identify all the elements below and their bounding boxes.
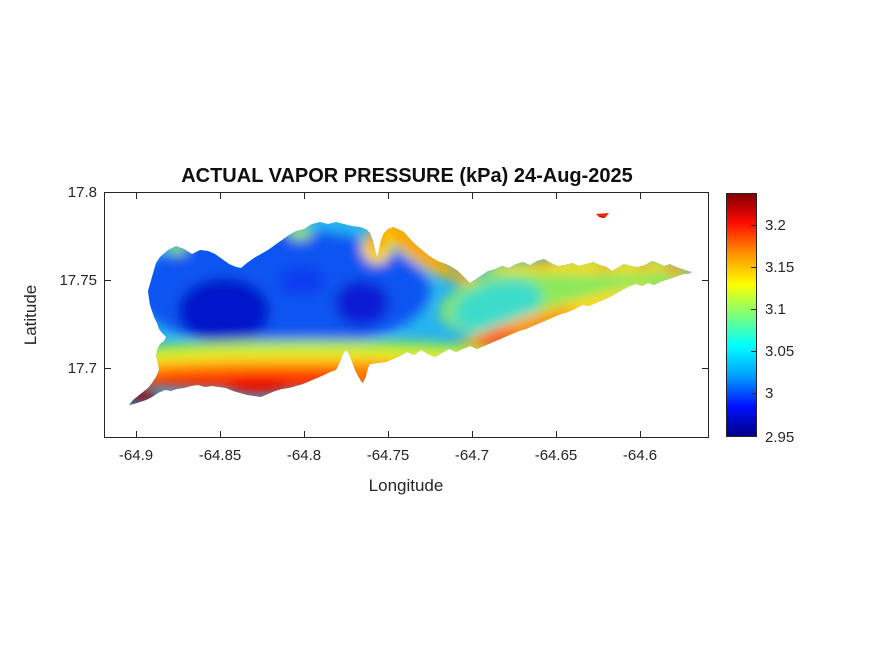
colorbar-ticks <box>751 225 757 394</box>
offshore-islet-shadow <box>599 216 605 218</box>
y-tick-labels: 17.8 17.75 17.7 <box>59 184 97 377</box>
x-tick-label: -64.8 <box>287 447 321 464</box>
x-tick-label: -64.65 <box>535 447 578 464</box>
x-tick-labels: -64.9 -64.85 -64.8 -64.75 -64.7 -64.65 -… <box>119 447 657 464</box>
x-tick-label: -64.6 <box>623 447 657 464</box>
colorbar-tick-label: 3.1 <box>765 301 786 318</box>
heatmap-blobs <box>129 222 692 405</box>
x-tick-label: -64.85 <box>199 447 242 464</box>
colorbar-tick-label: 3.15 <box>765 259 794 276</box>
colorbar: 3.2 3.15 3.1 3.05 3 2.95 <box>726 193 794 446</box>
axes-box <box>104 192 709 438</box>
y-axis-label: Latitude <box>21 285 40 346</box>
plot-title: ACTUAL VAPOR PRESSURE (kPa) 24-Aug-2025 <box>181 165 633 187</box>
offshore-islet <box>596 213 609 218</box>
x-tick-label: -64.75 <box>367 447 410 464</box>
colorbar-tick-label: 3.05 <box>765 343 794 360</box>
colorbar-tick-label: 3.2 <box>765 217 786 234</box>
x-tick-label: -64.9 <box>119 447 153 464</box>
y-tick-label: 17.7 <box>68 360 97 377</box>
colorbar-gradient <box>726 193 757 437</box>
y-tick-label: 17.75 <box>59 272 97 289</box>
island-heatmap <box>129 213 692 405</box>
x-tick-label: -64.7 <box>455 447 489 464</box>
colorbar-tick-labels: 3.2 3.15 3.1 3.05 3 2.95 <box>765 217 794 446</box>
colorbar-tick-label: 2.95 <box>765 429 794 446</box>
colorbar-border <box>726 193 757 437</box>
colorbar-tick-label: 3 <box>765 385 773 402</box>
x-axis-label: Longitude <box>369 476 444 495</box>
y-tick-label: 17.8 <box>68 184 97 201</box>
